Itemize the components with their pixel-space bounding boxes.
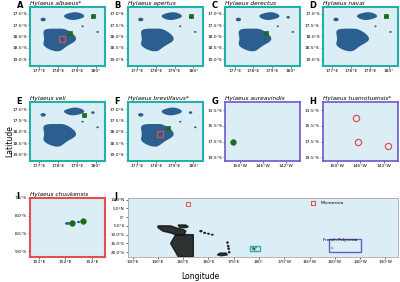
Polygon shape (277, 25, 279, 27)
Polygon shape (292, 31, 294, 33)
Polygon shape (96, 126, 99, 128)
Polygon shape (138, 113, 144, 117)
Polygon shape (228, 245, 229, 247)
Text: French Polynesia: French Polynesia (323, 238, 357, 242)
Text: G: G (212, 96, 219, 105)
Polygon shape (286, 16, 290, 19)
Polygon shape (162, 107, 182, 115)
Polygon shape (189, 111, 192, 114)
Polygon shape (189, 16, 192, 19)
Polygon shape (204, 232, 206, 233)
Text: Micronesia: Micronesia (321, 201, 344, 205)
Text: I: I (16, 192, 20, 201)
Polygon shape (64, 12, 84, 20)
Text: Hylaeus chuukensis: Hylaeus chuukensis (30, 192, 88, 197)
Text: Hylaeus brevilfavus*: Hylaeus brevilfavus* (128, 96, 188, 101)
Polygon shape (170, 235, 193, 257)
Text: B: B (114, 1, 120, 10)
Text: A: A (16, 1, 23, 10)
Polygon shape (179, 121, 181, 123)
Polygon shape (81, 220, 85, 222)
Polygon shape (228, 248, 229, 249)
Polygon shape (389, 31, 392, 33)
Polygon shape (236, 18, 241, 21)
Text: Hylaeus navai: Hylaeus navai (323, 1, 364, 6)
Text: D: D (309, 1, 316, 10)
Polygon shape (208, 233, 209, 234)
Polygon shape (212, 234, 213, 235)
Text: F: F (114, 96, 120, 105)
Polygon shape (334, 18, 339, 21)
Text: E: E (16, 96, 22, 105)
Bar (328, 239, 361, 252)
Polygon shape (374, 25, 376, 27)
Polygon shape (65, 222, 70, 225)
Text: Longitude: Longitude (181, 272, 219, 281)
Text: H: H (309, 96, 316, 105)
Polygon shape (141, 29, 174, 51)
Text: C: C (212, 1, 218, 10)
Polygon shape (178, 225, 188, 228)
Polygon shape (217, 253, 228, 256)
Polygon shape (259, 12, 280, 20)
Polygon shape (194, 126, 196, 128)
Text: Hylaeus aureavindis: Hylaeus aureavindis (225, 96, 285, 101)
Polygon shape (77, 221, 80, 223)
Polygon shape (82, 25, 84, 27)
Text: Hylaeus veli: Hylaeus veli (30, 96, 66, 101)
Text: Hylaeus derectus: Hylaeus derectus (225, 1, 276, 6)
Polygon shape (200, 231, 202, 232)
Polygon shape (141, 124, 174, 147)
Polygon shape (40, 113, 46, 117)
Text: Fiji: Fiji (251, 248, 257, 252)
Text: Latitude: Latitude (5, 125, 14, 157)
Polygon shape (179, 25, 181, 27)
Bar (250, 246, 260, 251)
Text: Hylaeus apertus: Hylaeus apertus (128, 1, 175, 6)
Polygon shape (227, 242, 228, 243)
Polygon shape (43, 29, 76, 51)
Polygon shape (162, 12, 182, 20)
Polygon shape (40, 18, 46, 21)
Polygon shape (43, 124, 76, 147)
Polygon shape (194, 31, 196, 33)
Polygon shape (138, 18, 144, 21)
Polygon shape (357, 12, 377, 20)
Polygon shape (239, 29, 271, 51)
Polygon shape (228, 252, 230, 253)
Polygon shape (336, 29, 369, 51)
Text: J: J (114, 192, 117, 201)
Text: Hylaeus albaeus*: Hylaeus albaeus* (30, 1, 81, 6)
Polygon shape (384, 16, 388, 19)
Polygon shape (91, 111, 94, 114)
Polygon shape (158, 226, 186, 235)
Polygon shape (82, 121, 84, 123)
Polygon shape (64, 107, 84, 115)
Polygon shape (91, 16, 94, 19)
Polygon shape (96, 31, 99, 33)
Text: Hylaeus tuamotuensis*: Hylaeus tuamotuensis* (323, 96, 391, 101)
